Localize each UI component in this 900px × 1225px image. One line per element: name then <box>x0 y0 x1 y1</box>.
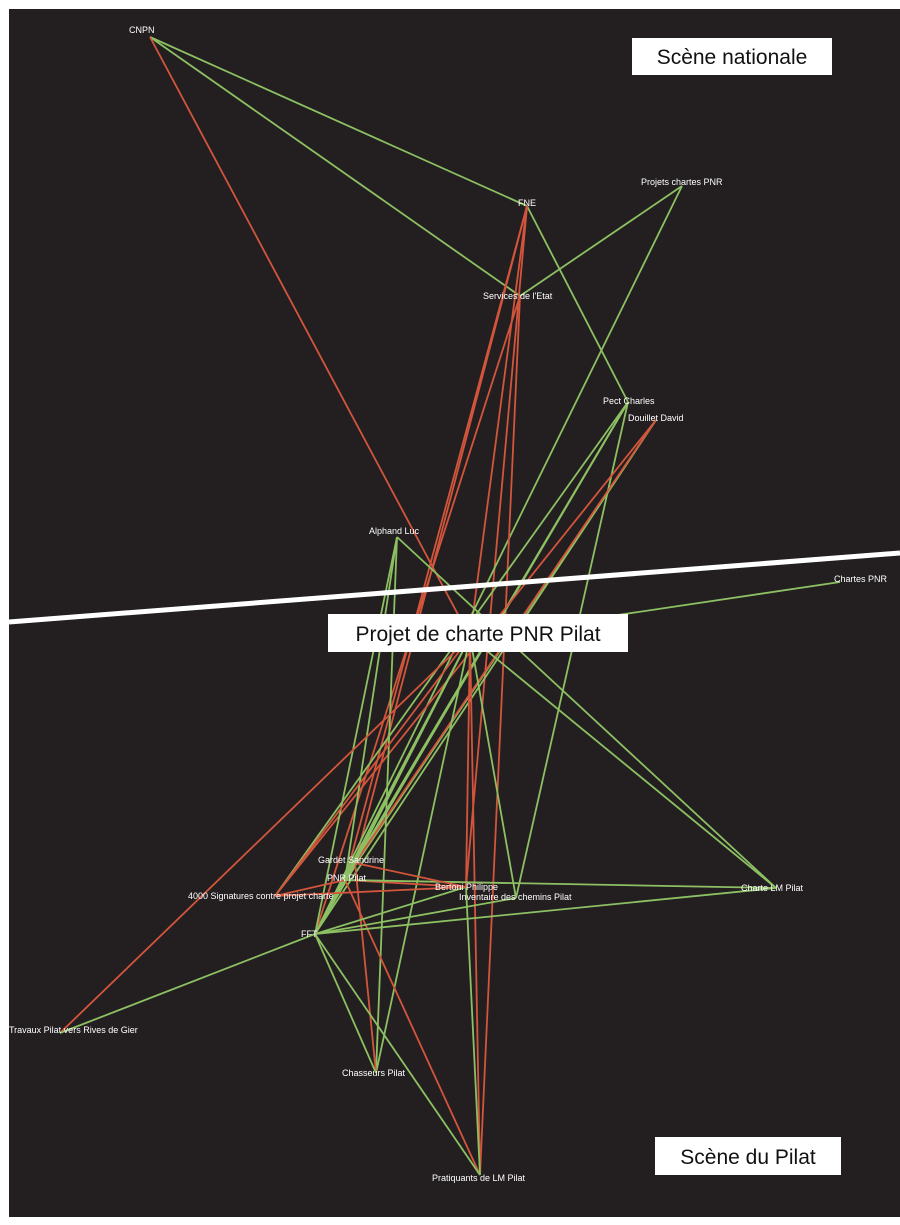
edge-fne-pect <box>526 205 629 403</box>
node-label-chartes: Chartes PNR <box>834 574 888 584</box>
node-label-travaux: Travaux Pilat vers Rives de Gier <box>9 1025 138 1035</box>
label-layer: CNPN FNE Projets chartes PNR Services de l'… <box>9 25 888 1183</box>
edge-gardet-fft <box>314 862 356 935</box>
edge-fft-chartelm <box>314 887 777 935</box>
edge-alphand-fft <box>314 536 398 935</box>
edge-bertoni-signatures <box>274 886 467 897</box>
node-label-douillet: Douillet David <box>628 413 684 423</box>
edge-bertoni-fft <box>314 886 467 935</box>
node-label-pect: Pect Charles <box>603 396 655 406</box>
edge-fft-travaux <box>59 933 316 1034</box>
edge-fft-pratiquants <box>314 933 481 1176</box>
edge-cnpn-services <box>149 36 521 297</box>
edge-services-pratiquants <box>479 295 521 1176</box>
edge-projet-chartelm <box>469 636 777 889</box>
edge-inventaire-fft <box>314 897 517 935</box>
edge-projet-chasseurs <box>375 636 471 1074</box>
edge-pnr-signatures <box>274 879 346 897</box>
pilat-scene-label: Scène du Pilat <box>680 1146 816 1169</box>
edge-pnr-chartelm <box>344 879 777 889</box>
edge-gardet-bertoni <box>354 862 467 888</box>
edge-cnpn-projet <box>149 36 471 638</box>
node-label-projets: Projets chartes PNR <box>641 177 723 187</box>
edge-gardet-chasseurs <box>354 862 377 1074</box>
center-box-bg <box>328 614 628 652</box>
edge-projets-fft <box>314 185 683 935</box>
node-label-pratiquants: Pratiquants de LM Pilat <box>432 1173 526 1183</box>
edge-fft-chasseurs <box>314 933 377 1074</box>
national-scene-box-bg <box>632 38 832 75</box>
center-box: Projet de charte PNR Pilat <box>328 614 628 652</box>
edge-projet-travaux <box>59 636 471 1034</box>
node-label-fne: FNE <box>518 198 536 208</box>
edge-douillet-fft <box>314 419 657 935</box>
node-label-pnr: PNR Pilat <box>327 873 367 883</box>
edge-fne-bertoni <box>465 205 528 888</box>
node-label-alphand: Alphand Luc <box>369 526 420 536</box>
node-label-signatures: 4000 Signatures contre projet charte <box>188 891 334 901</box>
node-label-bertoni: Bertoni Philippe <box>435 882 498 892</box>
center-label: Projet de charte PNR Pilat <box>355 623 600 646</box>
node-label-inventaire: Inventaire des chemins Pilat <box>459 892 572 902</box>
node-label-chartelm: Charte LM Pilat <box>741 883 804 893</box>
pilat-scene-box-bg <box>655 1137 841 1175</box>
edge-projet-inventaire <box>469 636 517 899</box>
node-label-fft: FFT <box>301 929 318 939</box>
node-label-services: Services de l'Etat <box>483 291 553 301</box>
national-scene-box: Scène nationale <box>632 38 832 75</box>
edge-projet-signatures <box>274 636 471 897</box>
edge-cnpn-fne <box>149 36 528 207</box>
edge-fne-projet <box>469 205 528 638</box>
edge-bertoni-pratiquants <box>465 886 481 1176</box>
national-scene-label: Scène nationale <box>657 46 808 69</box>
edge-projets-services <box>519 185 683 297</box>
node-label-chasseurs: Chasseurs Pilat <box>342 1068 406 1078</box>
edge-alphand-chartelm <box>396 536 777 889</box>
edge-projet-fft <box>314 636 471 935</box>
edge-fne-pnr <box>344 205 528 881</box>
scene-divider <box>8 550 900 625</box>
node-label-cnpn: CNPN <box>129 25 155 35</box>
node-label-gardet: Gardet Sandrine <box>318 855 384 865</box>
edge-projet-bertoni <box>465 636 471 888</box>
pilat-scene-box: Scène du Pilat <box>655 1137 841 1175</box>
